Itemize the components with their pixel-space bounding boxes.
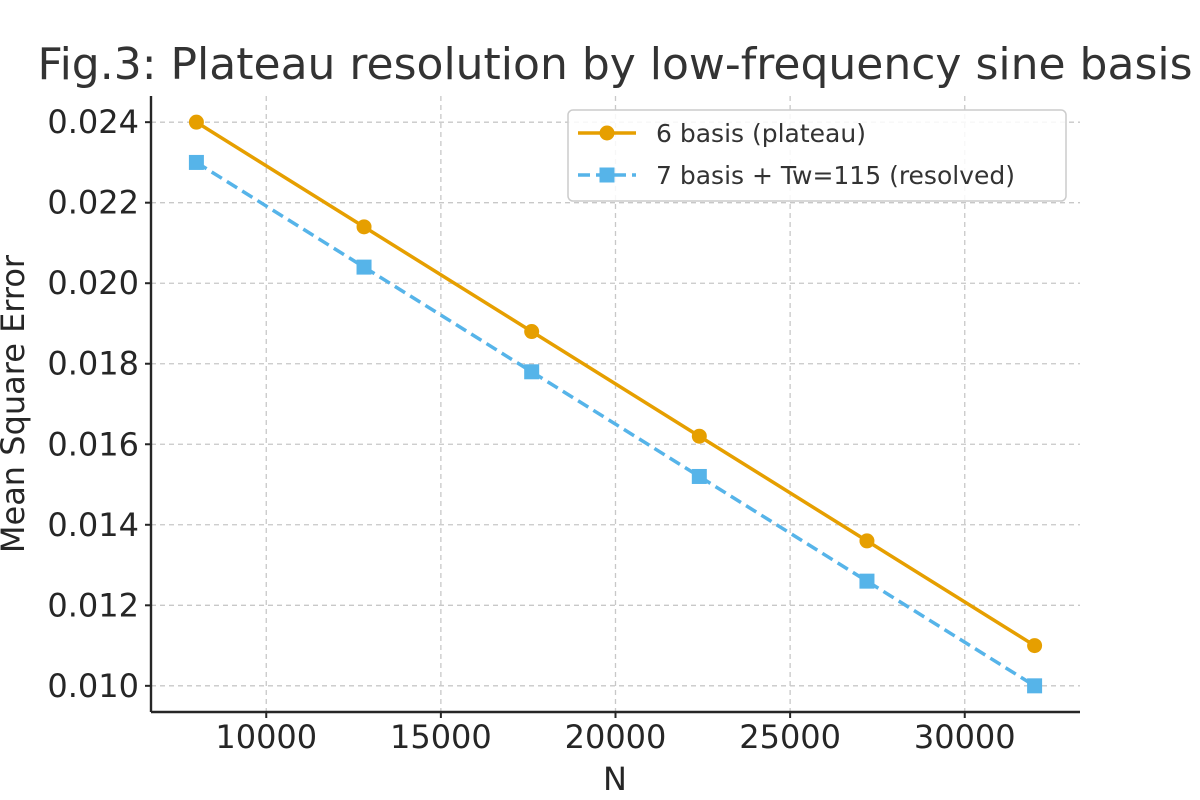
data-point: [188, 154, 204, 170]
legend: 6 basis (plateau) 7 basis + Tw=115 (reso…: [567, 109, 1067, 202]
data-point: [859, 533, 875, 549]
legend-entry: 7 basis + Tw=115 (resolved): [578, 161, 1015, 190]
x-tick-label: 20000: [565, 718, 667, 756]
y-tick-label: 0.010: [47, 667, 139, 705]
data-point: [356, 259, 372, 275]
x-tick-label: 15000: [390, 718, 492, 756]
series-1: [188, 114, 1043, 654]
series-group: [188, 114, 1043, 694]
data-point: [1027, 638, 1043, 654]
legend-label: 7 basis + Tw=115 (resolved): [656, 161, 1015, 190]
y-axis-label: Mean Square Error: [0, 254, 32, 553]
data-point: [1027, 678, 1043, 694]
series-line: [195, 160, 1036, 688]
y-tick-label: 0.022: [47, 184, 139, 222]
data-point: [356, 219, 372, 235]
x-tick-label: 25000: [739, 718, 841, 756]
data-point: [524, 364, 540, 380]
legend-label: 6 basis (plateau): [656, 119, 866, 148]
y-tick-label: 0.024: [47, 103, 139, 141]
data-point: [524, 324, 540, 340]
legend-box: [567, 109, 1067, 202]
x-tick-label: 30000: [914, 718, 1016, 756]
data-point: [691, 428, 707, 444]
series-2: [188, 154, 1043, 694]
data-point: [859, 573, 875, 589]
y-tick-label: 0.018: [47, 345, 139, 383]
legend-entry: 6 basis (plateau): [578, 119, 866, 148]
tick-labels: 10000 15000 20000 25000 30000 0.010 0.012 0.014…: [47, 103, 1015, 756]
chart-title: Fig.3: Plateau resolution by low-frequen…: [37, 39, 1192, 90]
y-tick-label: 0.020: [47, 264, 139, 302]
legend-marker-square: [599, 167, 615, 183]
y-tick-label: 0.014: [47, 506, 139, 544]
data-point: [188, 114, 204, 130]
y-tick-label: 0.016: [47, 425, 139, 463]
y-tick-label: 0.012: [47, 586, 139, 624]
x-tick-label: 10000: [215, 718, 317, 756]
data-point: [691, 468, 707, 484]
x-axis-label: N: [603, 760, 627, 798]
legend-marker-circle: [599, 125, 615, 141]
series-line: [194, 120, 1037, 648]
